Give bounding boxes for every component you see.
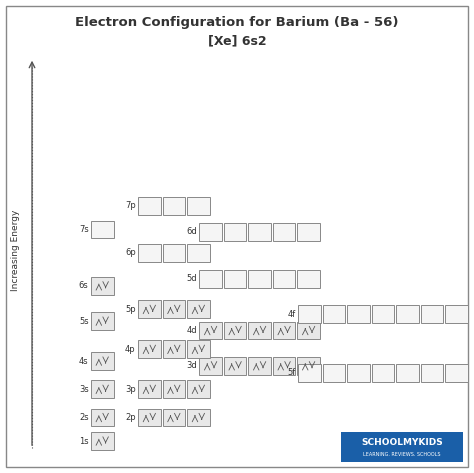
Bar bbox=[163, 380, 185, 398]
Bar bbox=[445, 305, 468, 323]
Bar bbox=[273, 322, 295, 340]
Text: 5d: 5d bbox=[186, 274, 197, 283]
Bar bbox=[187, 409, 210, 427]
Text: 3d: 3d bbox=[186, 361, 197, 370]
Bar bbox=[396, 305, 419, 323]
Bar bbox=[163, 300, 185, 318]
Bar bbox=[224, 270, 246, 288]
Bar bbox=[347, 364, 370, 382]
Text: 4p: 4p bbox=[125, 345, 136, 354]
Text: [Xe] 6s2: [Xe] 6s2 bbox=[208, 35, 266, 48]
Bar bbox=[91, 220, 114, 238]
Text: 4d: 4d bbox=[186, 326, 197, 335]
Bar bbox=[91, 312, 114, 330]
Bar bbox=[323, 305, 346, 323]
Bar bbox=[224, 223, 246, 241]
Bar bbox=[445, 364, 468, 382]
Bar bbox=[372, 364, 394, 382]
Bar bbox=[91, 277, 114, 295]
Bar bbox=[91, 432, 114, 450]
Bar bbox=[91, 409, 114, 427]
Bar bbox=[91, 352, 114, 370]
Bar bbox=[273, 223, 295, 241]
Text: 1s: 1s bbox=[79, 437, 89, 446]
Bar bbox=[298, 364, 321, 382]
Text: 2p: 2p bbox=[125, 413, 136, 422]
Bar bbox=[248, 223, 271, 241]
Bar bbox=[187, 341, 210, 358]
Bar bbox=[298, 305, 321, 323]
Bar bbox=[297, 322, 320, 340]
Bar bbox=[347, 305, 370, 323]
Text: 2s: 2s bbox=[79, 413, 89, 422]
Text: 7p: 7p bbox=[125, 201, 136, 210]
Bar bbox=[163, 197, 185, 215]
Bar bbox=[199, 357, 222, 375]
Text: 5f: 5f bbox=[288, 368, 296, 377]
Bar bbox=[138, 300, 161, 318]
Bar bbox=[323, 364, 346, 382]
Text: 4s: 4s bbox=[79, 357, 89, 366]
Bar bbox=[138, 380, 161, 398]
Text: Electron Configuration for Barium (Ba - 56): Electron Configuration for Barium (Ba - … bbox=[75, 16, 399, 29]
Bar bbox=[372, 305, 394, 323]
Bar bbox=[187, 244, 210, 262]
Bar bbox=[421, 364, 443, 382]
Bar bbox=[187, 197, 210, 215]
Bar bbox=[248, 270, 271, 288]
Bar bbox=[224, 322, 246, 340]
Bar bbox=[187, 380, 210, 398]
Bar bbox=[421, 305, 443, 323]
Bar bbox=[199, 223, 222, 241]
Text: 7s: 7s bbox=[79, 225, 89, 234]
Text: 5s: 5s bbox=[79, 316, 89, 325]
Bar bbox=[163, 409, 185, 427]
Bar bbox=[248, 322, 271, 340]
Text: 4f: 4f bbox=[288, 310, 296, 319]
Text: SCHOOLMYKIDS: SCHOOLMYKIDS bbox=[361, 438, 443, 447]
Text: 6p: 6p bbox=[125, 248, 136, 257]
Bar bbox=[396, 364, 419, 382]
Text: 5p: 5p bbox=[125, 305, 136, 314]
Bar bbox=[187, 300, 210, 318]
Bar bbox=[91, 380, 114, 398]
Text: 3s: 3s bbox=[79, 385, 89, 394]
Bar bbox=[138, 244, 161, 262]
Bar bbox=[138, 409, 161, 427]
Bar bbox=[297, 357, 320, 375]
Text: 6d: 6d bbox=[186, 228, 197, 236]
Bar bbox=[297, 270, 320, 288]
Text: LEARNING. REVIEWS. SCHOOLS: LEARNING. REVIEWS. SCHOOLS bbox=[363, 452, 441, 457]
Text: 6s: 6s bbox=[79, 281, 89, 290]
Bar bbox=[199, 270, 222, 288]
Bar bbox=[297, 223, 320, 241]
Bar bbox=[341, 432, 463, 462]
Bar bbox=[273, 270, 295, 288]
Text: Increasing Energy: Increasing Energy bbox=[11, 210, 20, 291]
Bar bbox=[199, 322, 222, 340]
Bar bbox=[163, 244, 185, 262]
Text: 3p: 3p bbox=[125, 385, 136, 394]
Bar bbox=[248, 357, 271, 375]
Bar bbox=[138, 341, 161, 358]
Bar bbox=[273, 357, 295, 375]
Bar bbox=[163, 341, 185, 358]
Bar bbox=[138, 197, 161, 215]
Bar bbox=[224, 357, 246, 375]
